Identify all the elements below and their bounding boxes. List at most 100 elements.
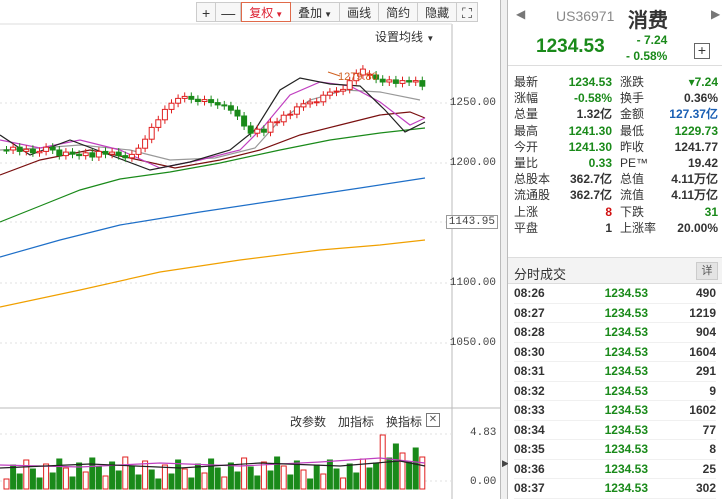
trade-volume: 490 — [695, 286, 716, 300]
caret-down-icon: ▼ — [426, 34, 435, 43]
price-tick: 1100.00 — [449, 277, 496, 289]
volume-bar — [320, 473, 327, 490]
volume-bar — [254, 475, 261, 490]
volume-bar — [392, 443, 399, 490]
quote-key: 涨跌 — [620, 75, 645, 89]
close-icon[interactable]: ✕ — [426, 413, 440, 427]
volume-bar — [175, 459, 182, 490]
candle-body — [76, 153, 83, 157]
switch-indicator-button[interactable]: 换指标 — [386, 415, 423, 429]
quote-key: 上涨 — [514, 204, 539, 219]
volume-bar — [340, 477, 347, 490]
quote-value: 0.33 — [588, 155, 612, 170]
overlay-dropdown[interactable]: 叠加 ▼ — [291, 2, 341, 22]
trade-volume: 25 — [702, 461, 716, 476]
adjust-dropdown[interactable]: 复权 ▼ — [241, 2, 292, 22]
trade-volume: 1219 — [689, 305, 716, 320]
quote-key: 总量 — [514, 107, 539, 122]
trade-time: 08:32 — [514, 383, 545, 398]
trade-price: 1234.53 — [604, 305, 648, 320]
volume-bar — [373, 462, 380, 490]
candle-body — [287, 113, 294, 116]
ma60-line — [0, 127, 426, 223]
volume-bar — [313, 464, 320, 490]
candle-body — [3, 149, 10, 152]
volume-bar — [353, 472, 360, 490]
trade-price: 1234.53 — [604, 364, 648, 378]
trade-row: 08:28 1234.53 904 — [514, 323, 716, 343]
quote-row: 流通股 362.7亿 流值 4.11万亿 — [514, 187, 718, 203]
candle-body — [161, 108, 168, 121]
add-indicator-button[interactable]: 加指标 — [338, 415, 375, 429]
candle-body — [280, 114, 287, 123]
volume-bar — [148, 469, 155, 490]
candle-body — [320, 94, 327, 103]
candle-body — [135, 147, 142, 155]
quote-key: 总股本 — [514, 172, 551, 187]
trade-volume: 1602 — [689, 403, 716, 417]
ma-settings-dropdown[interactable]: 设置均线 ▼ — [375, 28, 434, 45]
quote-value: 19.42 — [687, 155, 718, 170]
volume-bar — [3, 478, 10, 490]
candle-body — [115, 151, 122, 157]
volume-bar — [234, 471, 241, 490]
candle-body — [419, 80, 426, 87]
quote-key: 今开 — [514, 139, 539, 154]
price-tick: 1250.00 — [449, 97, 496, 109]
quote-row: 最高 1241.30 最低 1229.73 — [514, 123, 718, 139]
trade-price: 1234.53 — [604, 422, 648, 437]
candle-body — [82, 152, 89, 157]
trade-price: 1234.53 — [604, 383, 648, 398]
quote-value: 1241.30 — [568, 123, 612, 138]
volume-bar — [56, 458, 63, 490]
candle-body — [188, 95, 195, 100]
fullscreen-icon[interactable]: ⛶ — [457, 2, 478, 22]
trade-row: 08:26 1234.53 490 — [514, 284, 716, 304]
trade-row: 08:36 1234.53 25 — [514, 460, 716, 479]
candle-body — [56, 149, 63, 157]
edit-params-button[interactable]: 改参数 — [290, 415, 327, 429]
quote-value: 0.36% — [683, 91, 718, 106]
candle-body — [16, 146, 23, 152]
zoom-in-button[interactable]: + — [197, 2, 217, 22]
collapse-arrow-icon[interactable]: ▶ — [502, 458, 509, 468]
trade-time: 08:28 — [514, 325, 545, 339]
volume-bar — [366, 467, 373, 490]
quote-value: 1241.77 — [674, 139, 718, 154]
quote-value: 31 — [704, 204, 718, 219]
volume-bar — [142, 460, 149, 490]
kline-chart[interactable]: 1279.80 — [0, 0, 500, 499]
volume-bar — [300, 469, 307, 490]
volume-bar — [188, 477, 195, 490]
trades-list[interactable]: 08:26 1234.53 490 08:27 1234.53 1219 08:28 1234… — [508, 284, 722, 499]
prev-stock-icon[interactable]: ◀ — [516, 7, 526, 21]
volume-bar — [29, 468, 36, 490]
quote-table: 最新 1234.53 涨跌 ▾7.24 涨幅 -0.58% 换手 0.36% 总量 1.32亿 金额… — [508, 66, 722, 258]
next-stock-icon[interactable]: ▶ — [711, 7, 721, 21]
candle-body — [353, 72, 360, 82]
kline-chart-area[interactable]: 1279.80 + — 复权 ▼ 叠加 ▼ 画线 简约 隐藏 ⛶ 设置均线 ▼ 12… — [0, 0, 500, 499]
ma250-line — [0, 239, 426, 308]
volume-bar — [247, 466, 254, 490]
draw-line-button[interactable]: 画线 — [340, 2, 380, 22]
add-watchlist-button[interactable]: + — [694, 43, 710, 59]
stock-code: US36971 — [556, 8, 615, 24]
trade-row: 08:35 1234.53 8 — [514, 440, 716, 460]
candle-body — [181, 95, 188, 99]
candle-body — [293, 106, 300, 115]
price-tick: 1050.00 — [449, 337, 496, 349]
simple-mode-button[interactable]: 简约 — [379, 2, 419, 22]
panel-splitter[interactable]: ▶ — [500, 0, 509, 499]
hide-button[interactable]: 隐藏 — [418, 2, 458, 22]
quote-value: 8 — [605, 204, 612, 219]
quote-row: 上涨 8 下跌 31 — [514, 204, 718, 220]
price-tick: 1200.00 — [449, 157, 496, 169]
volume-bar — [115, 470, 122, 490]
trade-volume: 9 — [709, 383, 716, 398]
trades-detail-button[interactable]: 详 — [696, 262, 718, 280]
volume-axis-high: 4.83 — [470, 427, 497, 439]
trade-row: 08:30 1234.53 1604 — [514, 343, 716, 362]
zoom-out-button[interactable]: — — [216, 2, 242, 22]
quote-key: 下跌 — [620, 204, 645, 219]
